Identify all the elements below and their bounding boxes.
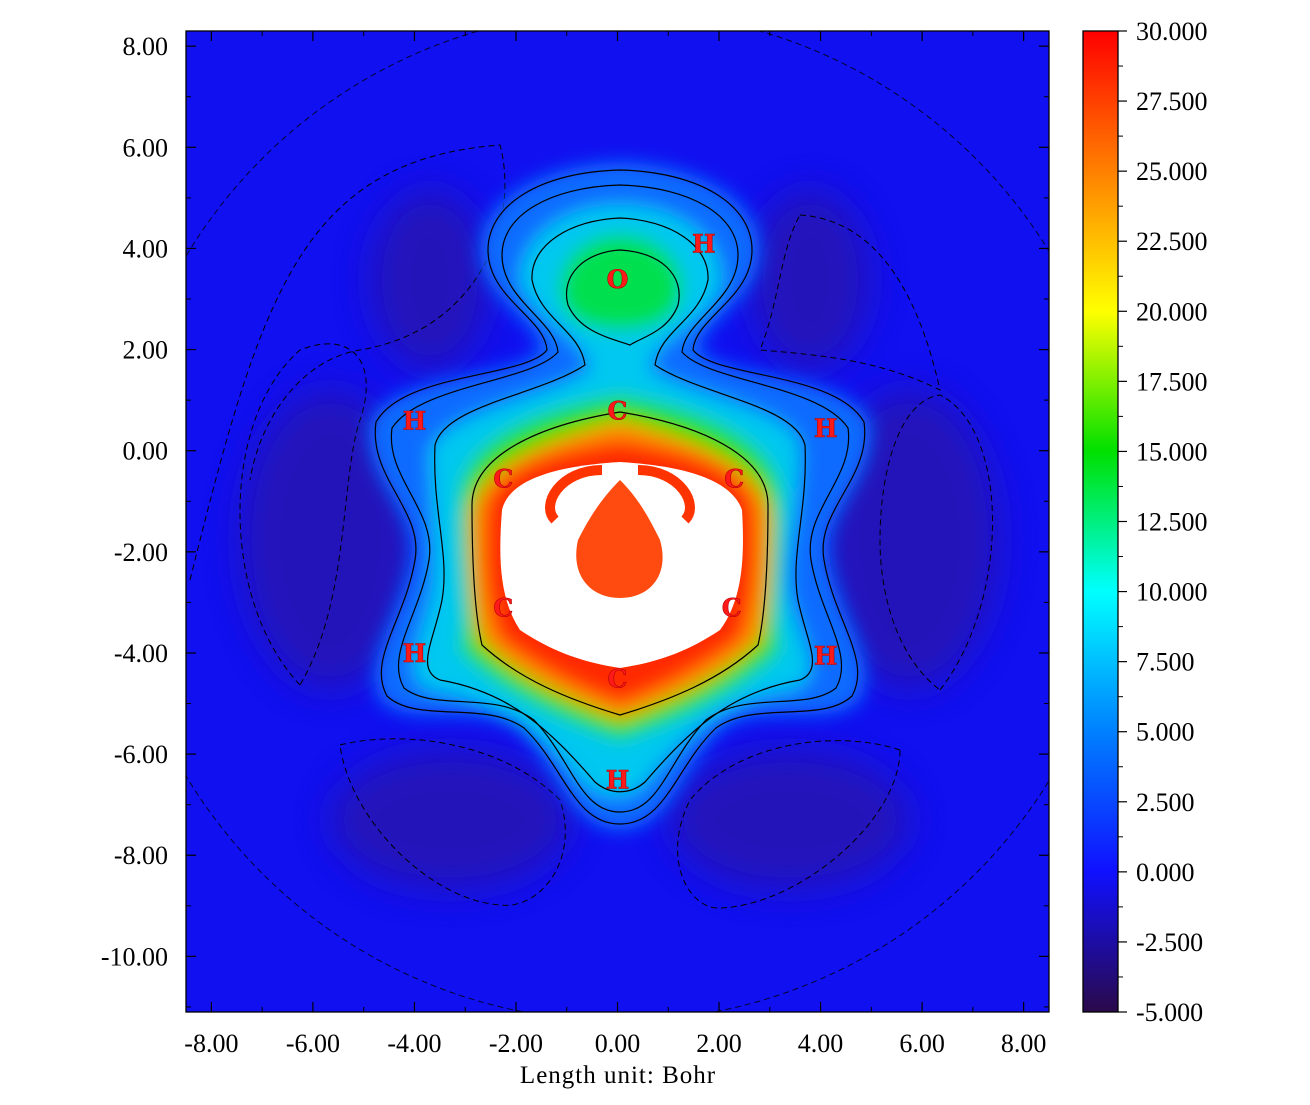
atom-label: C xyxy=(493,593,513,622)
colorbar-tick-label: 2.500 xyxy=(1136,788,1195,817)
y-tick-label: -10.00 xyxy=(101,942,168,971)
atom-label: H xyxy=(403,639,427,668)
atom-label: H xyxy=(814,642,838,671)
x-tick-label: 8.00 xyxy=(1001,1029,1047,1058)
atom-label: C xyxy=(608,664,628,693)
y-tick-label: 6.00 xyxy=(123,133,169,162)
y-tick-label: -8.00 xyxy=(114,841,168,870)
atom-label: H xyxy=(606,765,630,794)
atom-label: H xyxy=(403,406,427,435)
colorbar-tick-label: 10.000 xyxy=(1136,578,1208,607)
colorbar-tick-label: 30.000 xyxy=(1136,17,1208,46)
colorbar-tick-label: 27.500 xyxy=(1136,87,1208,116)
x-tick-label: 6.00 xyxy=(899,1029,945,1058)
atom-label: H xyxy=(692,229,716,258)
colorbar-tick-label: -5.000 xyxy=(1136,998,1203,1027)
y-tick-label: 0.00 xyxy=(123,437,169,466)
colorbar-tick-label: 15.000 xyxy=(1136,437,1208,466)
atom-label: H xyxy=(814,414,838,443)
colorbar-tick-label: 17.500 xyxy=(1136,367,1208,396)
colorbar-tick-label: 22.500 xyxy=(1136,227,1208,256)
colorbar-tick-label: 7.500 xyxy=(1136,648,1195,677)
x-tick-label: -6.00 xyxy=(286,1029,340,1058)
colorbar-tick-label: 25.000 xyxy=(1136,157,1208,186)
x-axis-title: Length unit: Bohr xyxy=(520,1062,716,1089)
atom-label: C xyxy=(493,465,513,494)
atom-label: C xyxy=(722,593,742,622)
colorbar-tick-label: 0.000 xyxy=(1136,858,1195,887)
colorbar xyxy=(1082,30,1119,1013)
y-tick-label: -2.00 xyxy=(114,538,168,567)
x-tick-label: -8.00 xyxy=(184,1029,238,1058)
colorbar-ticks: 30.000 27.500 25.000 22.500 20.000 17.500 15.0… xyxy=(1118,17,1208,1027)
y-tick-label: -6.00 xyxy=(114,740,168,769)
y-tick-label: 2.00 xyxy=(123,336,169,365)
x-tick-label: -4.00 xyxy=(387,1029,441,1058)
x-tick-label: 2.00 xyxy=(696,1029,742,1058)
colorbar-tick-label: 12.500 xyxy=(1136,508,1208,537)
colorbar-tick-label: 20.000 xyxy=(1136,297,1208,326)
y-tick-label: 4.00 xyxy=(123,234,169,263)
x-tick-label: 4.00 xyxy=(798,1029,844,1058)
x-tick-label: 0.00 xyxy=(595,1029,641,1058)
x-axis-ticks: -8.00 -6.00 -4.00 -2.00 0.00 2.00 4.00 6.00 8.00 xyxy=(184,31,1046,1058)
atom-label: C xyxy=(724,465,744,494)
colorbar-tick-label: 5.000 xyxy=(1136,718,1195,747)
heatmap-plot xyxy=(186,31,1049,1012)
y-tick-label: -4.00 xyxy=(114,639,168,668)
y-axis-ticks: 8.00 6.00 4.00 2.00 0.00 -2.00 -4.00 -6.00 -8.00… xyxy=(101,32,1049,1008)
x-tick-label: -2.00 xyxy=(489,1029,543,1058)
y-tick-label: 8.00 xyxy=(123,32,169,61)
colorbar-tick-label: -2.500 xyxy=(1136,928,1203,957)
atom-label: O xyxy=(607,265,629,294)
atom-labels: O H C H H C C C C H H C H xyxy=(402,229,838,795)
atom-label: C xyxy=(608,396,628,425)
